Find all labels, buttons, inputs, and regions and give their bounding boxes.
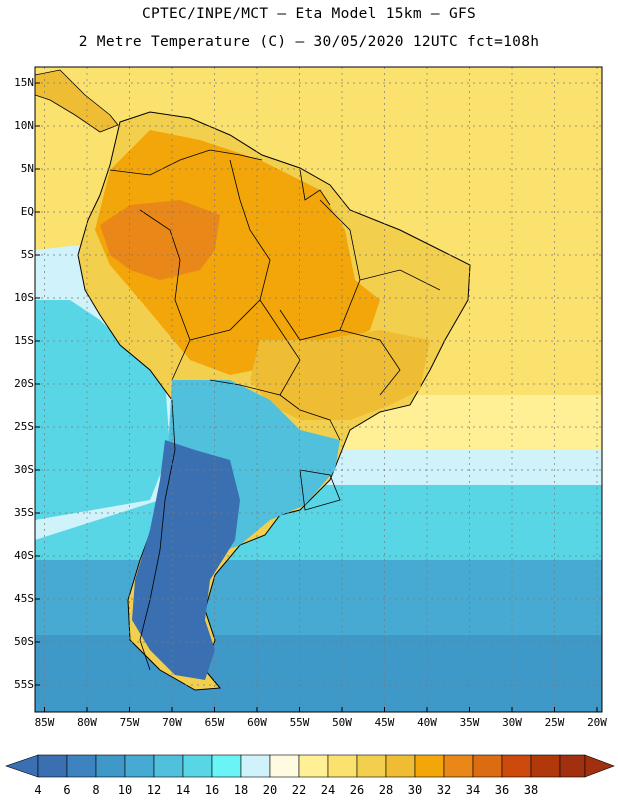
lon-label: 75W [119,716,140,729]
colorbar-bin [95,754,126,778]
border-paraguay [279,394,341,441]
lat-label: 45S [14,592,34,605]
colorbar-high-arrow [584,754,615,778]
colorbar-bin [443,754,474,778]
border-uruguay [299,469,341,511]
lat-label: EQ [20,205,34,218]
colorbar-label: 38 [523,783,539,797]
lat-label: 55S [14,678,34,691]
colorbar-label: 4 [34,783,42,797]
ocean-band-far-south [35,635,602,712]
colorbar-bin [240,754,271,778]
colorbar-label: 6 [63,783,71,797]
lon-label: 70W [162,716,182,729]
border-chile-argentina [139,399,176,671]
colorbar-label: 36 [494,783,510,797]
colorbar-label: 16 [204,783,220,797]
lon-label: 30W [502,716,522,729]
lon-label: 65W [204,716,225,729]
lat-label: 10N [14,119,34,132]
colorbar-bin [414,754,445,778]
lon-label: 55W [289,716,310,729]
lon-label: 20W [587,716,607,729]
colorbar-bin [66,754,97,778]
colorbar-bin [298,754,329,778]
colorbar-bin [153,754,184,778]
colorbar-bin [37,754,68,778]
colorbar-bin [211,754,242,778]
colorbar-label: 12 [146,783,162,797]
lon-label: 60W [247,716,267,729]
lat-label: 20S [14,377,34,390]
lat-label: 5N [20,162,34,175]
pacific-cyan-tongue [35,300,170,520]
colorbar-bin [269,754,300,778]
lat-label: 10S [14,291,34,304]
axis-ticks [35,82,598,712]
lon-label: 35W [459,716,480,729]
lon-label: 85W [34,716,55,729]
colorbar-bin [472,754,503,778]
colorbar-bin [385,754,416,778]
map-title-line1: CPTEC/INPE/MCT — Eta Model 15km — GFS [141,6,477,22]
lat-label: 35S [14,506,34,519]
colorbar-bin [327,754,358,778]
colorbar-bin [124,754,155,778]
patagonia-cold-land [132,440,240,680]
colorbar-bin [530,754,561,778]
colorbar-label: 22 [291,783,307,797]
colorbar-bin [501,754,532,778]
ocean-band-south [35,560,602,640]
lat-label: 30S [14,463,34,476]
colorbar-label: 20 [262,783,278,797]
colorbar-label: 28 [378,783,394,797]
colorbar-label: 32 [436,783,452,797]
map-frame [34,66,603,713]
lon-label: 50W [332,716,352,729]
border-colombia [109,149,263,176]
lat-label: 15S [14,334,34,347]
colorbar-label: 18 [233,783,249,797]
border-peru-brazil [139,209,191,381]
lon-label: 80W [77,716,97,729]
lon-label: 25W [544,716,565,729]
lat-label: 15N [14,76,34,89]
amazon-core [100,200,220,280]
lat-label: 40S [14,549,34,562]
amazon-hot-region [95,130,380,375]
lon-label: 40W [417,716,437,729]
lon-label: 45W [374,716,395,729]
lat-label: 25S [14,420,34,433]
central-america-land [35,69,119,133]
colorbar-label: 34 [465,783,481,797]
colorbar-label: 30 [407,783,423,797]
border-brazil-west [229,159,271,301]
border-guianas [299,169,331,206]
map-title-line2: 2 Metre Temperature (C) — 30/05/2020 12U… [78,34,540,50]
lat-label: 5S [20,248,34,261]
lat-label: 50S [14,635,34,648]
colorbar-label: 10 [117,783,133,797]
colorbar-label: 8 [92,783,100,797]
colorbar-label: 24 [320,783,336,797]
colorbar-label: 26 [349,783,365,797]
colorbar [5,754,615,778]
colorbar-label: 14 [175,783,191,797]
colorbar-low-arrow [5,754,39,778]
colorbar-bin [182,754,213,778]
colorbar-bin [559,754,586,778]
graticule [35,67,602,712]
colorbar-bin [356,754,387,778]
border-bolivia [189,299,301,396]
